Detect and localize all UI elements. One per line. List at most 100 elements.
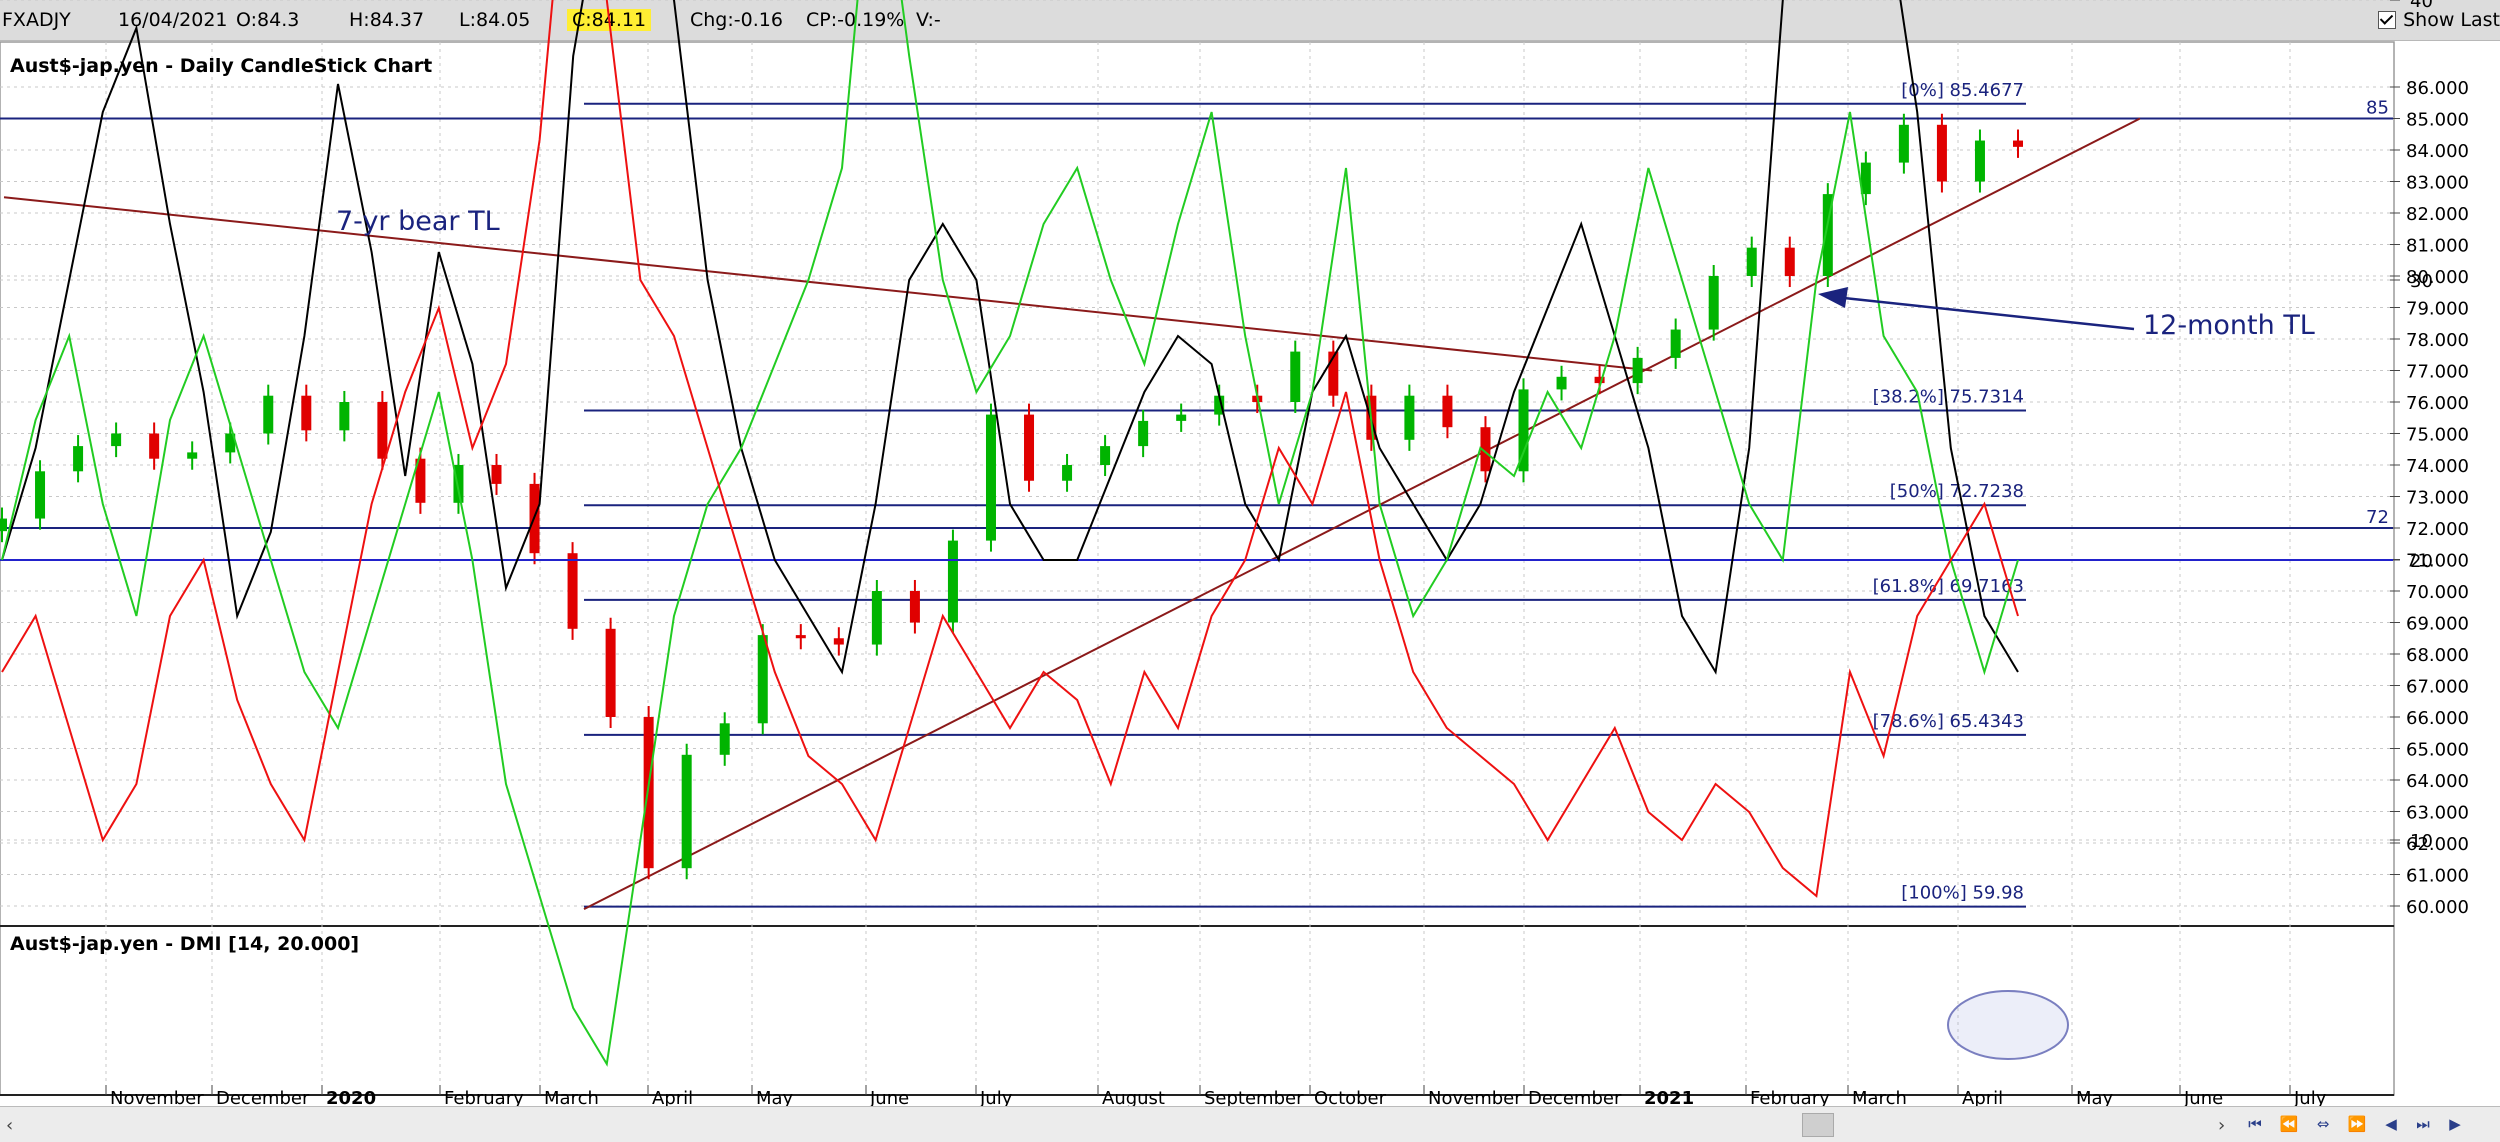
candle-body — [225, 433, 236, 453]
scroll-right-icon[interactable]: › — [2218, 1115, 2226, 1136]
candle-body — [871, 591, 882, 645]
price-tick-label: 72.000 — [2406, 519, 2469, 540]
candle-body — [1518, 389, 1529, 472]
candle-body — [263, 395, 274, 434]
candle-body — [1100, 446, 1111, 465]
time-tick-label: March — [544, 1088, 599, 1109]
price-tick-label: 76.000 — [2406, 393, 2469, 414]
candle-body — [947, 540, 958, 623]
price-tick-label: 64.000 — [2406, 771, 2469, 792]
candle-body — [1328, 351, 1339, 396]
time-tick-label: April — [652, 1088, 693, 1109]
horizontal-scrollbar[interactable]: ‹ › ⏮ ⏪ ⇔ ⏩ ◀ ⏭ ▶ — [0, 1106, 2500, 1142]
time-tick-label: 2021 — [1644, 1088, 1694, 1109]
scroll-thumb[interactable] — [1802, 1113, 1834, 1137]
candle-body — [111, 433, 122, 447]
nav-back-icon[interactable]: ◀ — [2385, 1115, 2397, 1133]
candle-body — [1290, 351, 1301, 402]
fib-level-label: [78.6%] 65.4343 — [1873, 711, 2024, 732]
candle-body — [1214, 395, 1225, 415]
nav-forward-icon[interactable]: ▶ — [2449, 1115, 2461, 1133]
time-tick-label: March — [1852, 1088, 1907, 1109]
nav-first-icon[interactable]: ⏮ — [2248, 1115, 2262, 1133]
price-tick-label: 62.000 — [2406, 834, 2469, 855]
dmi-series — [0, 0, 2393, 1067]
candle-body — [149, 433, 160, 459]
dmi-axis: 40 30 20 10 — [2390, 0, 2433, 852]
candle-body — [35, 471, 46, 519]
price-tick-label: 84.000 — [2406, 141, 2469, 162]
scroll-left-icon[interactable]: ‹ — [6, 1115, 14, 1136]
annotation-arrow-shaft — [1843, 296, 2135, 331]
price-tick-label: 81.000 — [2406, 236, 2469, 257]
candle-body — [567, 553, 578, 629]
candle-body — [1404, 395, 1415, 440]
candle-body — [719, 723, 730, 755]
volume-value: V:- — [916, 9, 941, 31]
candle-body — [339, 402, 350, 431]
time-tick-label: October — [1314, 1088, 1387, 1109]
fib-level-label: [61.8%] 69.7163 — [1873, 576, 2024, 597]
open-value: O:84.3 — [236, 9, 300, 31]
time-tick-label: September — [1204, 1088, 1304, 1109]
symbol-label: FXADJY — [2, 9, 71, 31]
dmi-tick-label: 40 — [2410, 0, 2433, 12]
price-tick-label: 83.000 — [2406, 173, 2469, 194]
candle-body — [1176, 414, 1187, 421]
high-value: H:84.37 — [349, 9, 425, 31]
date-label: 16/04/2021 — [118, 9, 228, 31]
price-axis: 86.000 85.000 84.000 83.000 82.000 81.000 80.0… — [2390, 78, 2469, 918]
candle-body — [1898, 124, 1909, 163]
price-tick-label: 70.000 — [2406, 582, 2469, 603]
time-tick-label: December — [216, 1088, 310, 1109]
nav-end-icon[interactable]: ⏭ — [2416, 1115, 2430, 1133]
candle-body — [757, 635, 768, 724]
candle-body — [681, 754, 692, 869]
candle-body — [2013, 140, 2023, 147]
show-last-label: Show Last — [2403, 9, 2500, 31]
toolbar-header: FXADJY 16/04/2021 O:84.3 H:84.37 L:84.05… — [0, 0, 2500, 41]
show-last-checkbox[interactable] — [2378, 11, 2397, 29]
nav-next-page-icon[interactable]: ⏩ — [2347, 1115, 2367, 1133]
price-tick-label: 80.000 — [2406, 267, 2469, 288]
candle-body — [1670, 329, 1681, 358]
candle-body — [1442, 395, 1453, 428]
horizontal-level-label: 85 — [2366, 98, 2389, 119]
annotation-arrow-head — [1818, 287, 1848, 308]
candle-body — [1936, 124, 1947, 182]
candle-body — [1062, 465, 1073, 481]
candle-body — [1860, 162, 1871, 195]
time-axis: November December 2020 February March April Ma… — [105, 1085, 2327, 1109]
candle-body — [0, 518, 7, 532]
candle-body — [1746, 247, 1757, 276]
candle-body — [1556, 376, 1567, 390]
time-tick-label: April — [1962, 1088, 2003, 1109]
price-tick-label: 82.000 — [2406, 204, 2469, 225]
time-tick-label: February — [444, 1088, 524, 1109]
price-tick-label: 65.000 — [2406, 740, 2469, 761]
time-tick-label: July — [2293, 1088, 2327, 1109]
price-tick-label: 68.000 — [2406, 645, 2469, 666]
price-chart-title: Aust$-jap.yen - Daily CandleStick Chart — [10, 55, 432, 77]
candle-body — [491, 465, 502, 484]
low-value: L:84.05 — [459, 9, 531, 31]
candle-body — [1822, 194, 1833, 276]
fibonacci-retracement: [0%] 85.4677 [38.2%] 75.7314 [50%] 72.7238… — [584, 80, 2026, 908]
candle-body — [1708, 276, 1719, 330]
candle-body — [643, 717, 654, 869]
nav-zoom-icon[interactable]: ⇔ — [2316, 1115, 2330, 1133]
12-month-tl-annotation: 12-month TL — [2143, 310, 2315, 341]
candle-body — [1480, 427, 1491, 472]
time-tick-label: July — [979, 1088, 1013, 1109]
candle-body — [985, 414, 996, 541]
show-last-toggle[interactable]: Show Last — [2378, 6, 2500, 34]
candle-body — [1024, 414, 1035, 481]
time-tick-label: May — [756, 1088, 794, 1109]
candle-body — [301, 395, 312, 431]
bear-tl-annotation: 7-yr bear TL — [336, 206, 500, 237]
di-minus-line — [1, 0, 2019, 898]
price-tick-label: 71.000 — [2406, 551, 2469, 572]
nav-prev-page-icon[interactable]: ⏪ — [2279, 1115, 2299, 1133]
price-tick-label: 85.000 — [2406, 110, 2469, 131]
